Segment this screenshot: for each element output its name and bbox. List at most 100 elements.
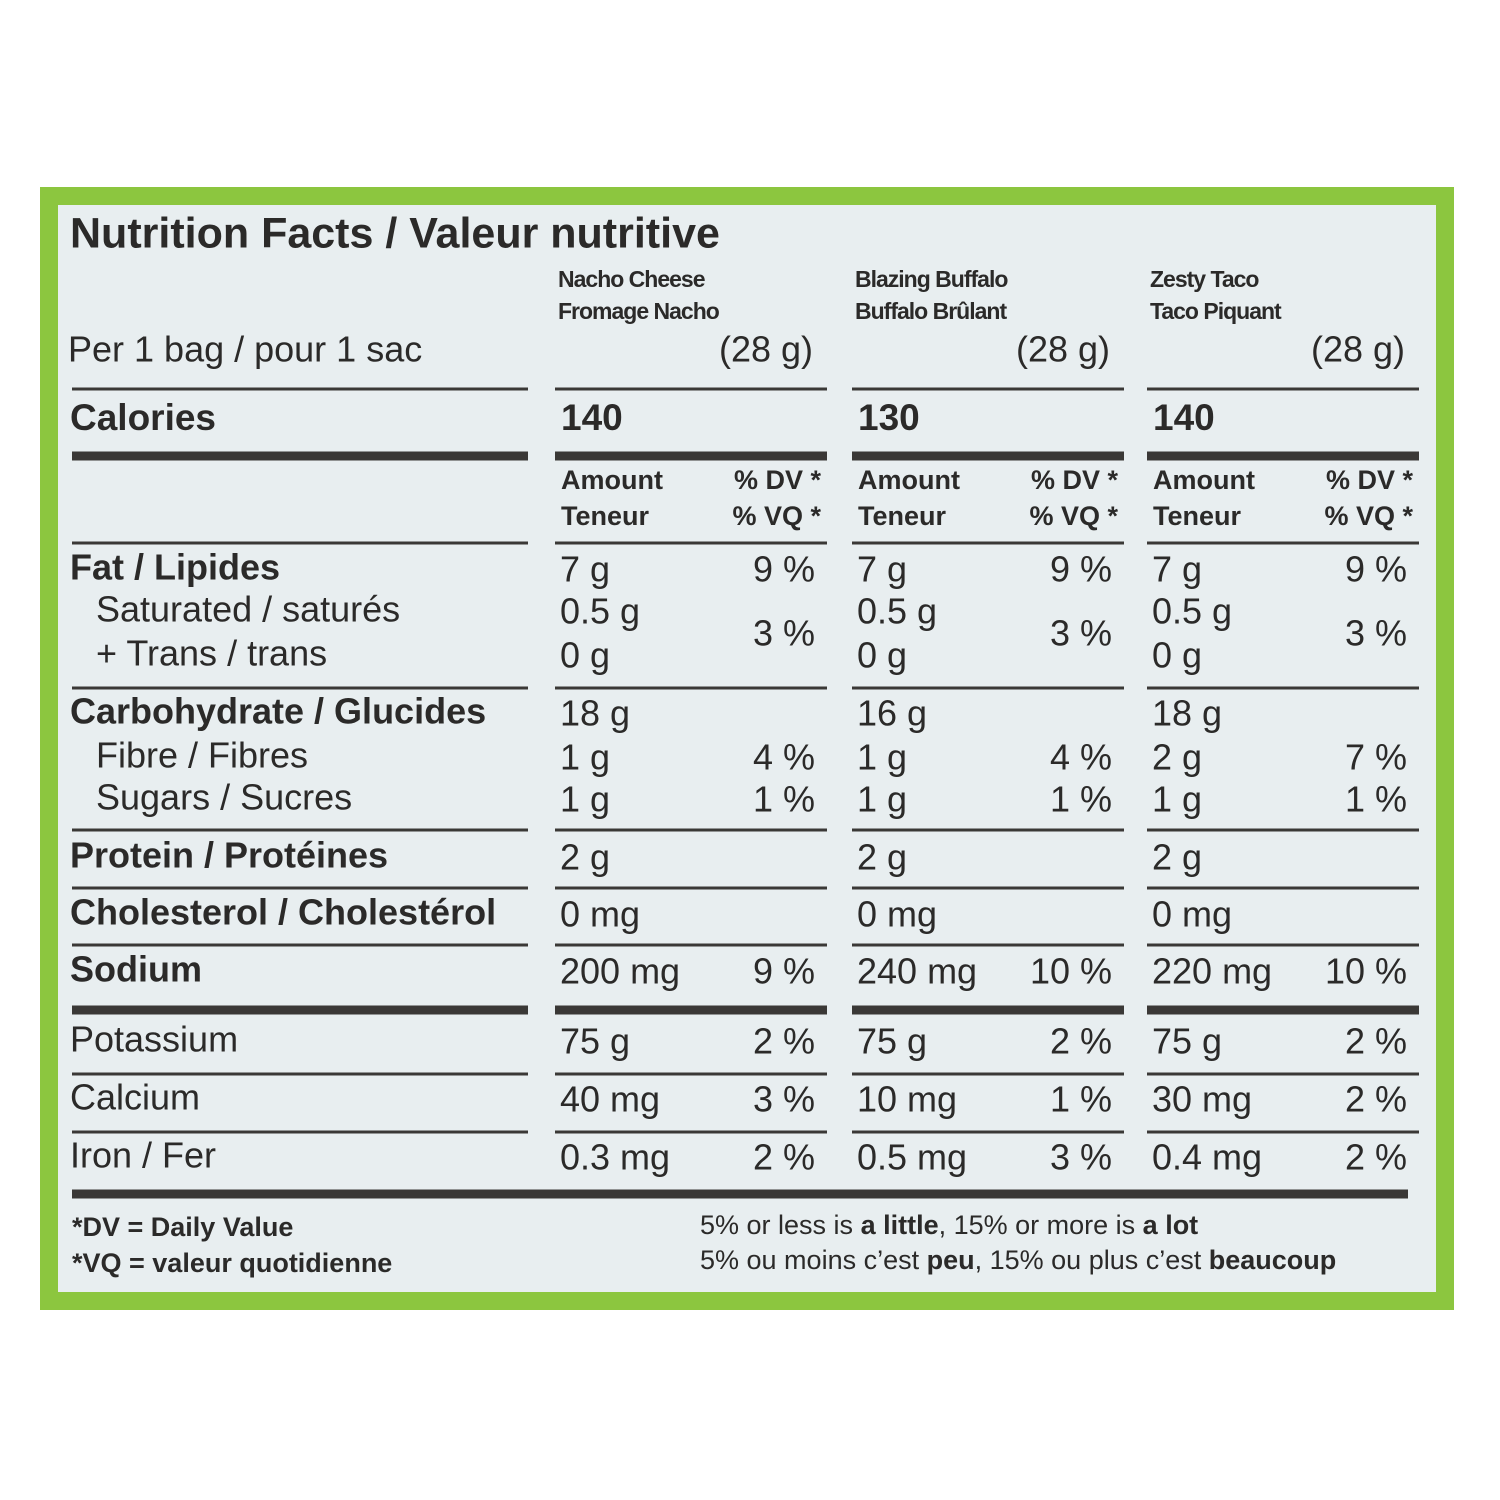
rule <box>1147 1005 1419 1015</box>
footnote-part: a little <box>861 1210 939 1240</box>
rule <box>1147 686 1419 690</box>
nutrient-label: Protein / Protéines <box>70 835 388 876</box>
rule <box>852 1005 1124 1015</box>
product-name: Taco Piquant <box>1150 298 1282 324</box>
daily-value: 4 % <box>1050 737 1112 778</box>
amount: 0 mg <box>560 894 640 935</box>
amount: 2 g <box>1152 737 1202 778</box>
column-header: Teneur <box>561 501 650 531</box>
title: Nutrition Facts / Valeur nutritive <box>70 209 720 257</box>
amount: 0 mg <box>857 894 937 935</box>
rule <box>72 886 528 890</box>
amount: 40 mg <box>560 1079 660 1120</box>
daily-value: 1 % <box>753 779 815 820</box>
rule <box>555 387 827 391</box>
rule <box>1147 886 1419 890</box>
daily-value: 2 % <box>1345 1137 1407 1178</box>
daily-value: 2 % <box>753 1021 815 1062</box>
daily-value: 9 % <box>1050 549 1112 590</box>
footnote-part: , 15% ou plus c’est <box>975 1245 1209 1275</box>
rule <box>852 541 1124 545</box>
footnote-part: a lot <box>1143 1210 1199 1240</box>
rule <box>72 828 528 832</box>
serving: Per 1 bag / pour 1 sac <box>68 329 422 370</box>
amount: 0 g <box>560 635 610 676</box>
amount: 30 mg <box>1152 1079 1252 1120</box>
rule <box>555 1130 827 1134</box>
rule <box>555 686 827 690</box>
rule <box>852 451 1124 461</box>
rule <box>555 943 827 947</box>
daily-value: 3 % <box>753 613 815 654</box>
amount: 18 g <box>1152 693 1222 734</box>
amount: 1 g <box>560 737 610 778</box>
column-header: Amount <box>858 465 960 495</box>
footnote: *VQ = valeur quotidienne <box>72 1248 392 1278</box>
calories: 140 <box>561 397 623 438</box>
amount: 220 mg <box>1152 951 1272 992</box>
daily-value: 9 % <box>753 951 815 992</box>
rule <box>852 686 1124 690</box>
rule <box>72 541 528 545</box>
rule <box>1147 1130 1419 1134</box>
column-header: Teneur <box>1153 501 1242 531</box>
footnote: 5% ou moins c’est peu, 15% ou plus c’est… <box>700 1245 1336 1275</box>
amount: 16 g <box>857 693 927 734</box>
amount: 0 mg <box>1152 894 1232 935</box>
rule <box>555 451 827 461</box>
amount: 1 g <box>857 779 907 820</box>
rule <box>72 1189 1408 1199</box>
amount: 75 g <box>1152 1021 1222 1062</box>
footnote-part: , 15% or more is <box>939 1210 1143 1240</box>
daily-value: 2 % <box>1345 1079 1407 1120</box>
serving-size: (28 g) <box>719 329 813 370</box>
rule <box>852 828 1124 832</box>
amount: 240 mg <box>857 951 977 992</box>
column-header: % VQ * <box>732 501 821 531</box>
product-name: Nacho Cheese <box>558 266 705 292</box>
rule <box>72 387 528 391</box>
serving-size: (28 g) <box>1016 329 1110 370</box>
rule <box>555 541 827 545</box>
footnote-part: peu <box>927 1245 975 1275</box>
rule <box>852 387 1124 391</box>
amount: 7 g <box>560 549 610 590</box>
daily-value: 2 % <box>753 1137 815 1178</box>
daily-value: 3 % <box>753 1079 815 1120</box>
rule <box>555 886 827 890</box>
daily-value: 4 % <box>753 737 815 778</box>
panel <box>58 205 1436 1292</box>
daily-value: 2 % <box>1345 1021 1407 1062</box>
nutrient-label: Carbohydrate / Glucides <box>70 691 486 732</box>
amount: 7 g <box>1152 549 1202 590</box>
amount: 0.5 g <box>560 591 640 632</box>
amount: 0.5 g <box>857 591 937 632</box>
daily-value: 7 % <box>1345 737 1407 778</box>
amount: 0 g <box>1152 635 1202 676</box>
calories: 140 <box>1153 397 1215 438</box>
amount: 2 g <box>857 837 907 878</box>
amount: 0.3 mg <box>560 1137 670 1178</box>
rule <box>72 451 528 461</box>
amount: 0.5 mg <box>857 1137 967 1178</box>
amount: 0.4 mg <box>1152 1137 1262 1178</box>
daily-value: 1 % <box>1050 1079 1112 1120</box>
amount: 75 g <box>560 1021 630 1062</box>
column-header: Amount <box>1153 465 1255 495</box>
amount: 0 g <box>857 635 907 676</box>
daily-value: 3 % <box>1345 613 1407 654</box>
nutrient-label: Fibre / Fibres <box>96 735 308 776</box>
rule <box>72 1130 528 1134</box>
rule <box>72 1072 528 1076</box>
footnote-part: beaucoup <box>1209 1245 1337 1275</box>
column-header: % DV * <box>734 465 822 495</box>
product-name: Fromage Nacho <box>558 298 720 324</box>
footnote: 5% or less is a little, 15% or more is a… <box>700 1210 1198 1240</box>
footnote: *DV = Daily Value <box>72 1212 293 1242</box>
column-header: Amount <box>561 465 663 495</box>
footnote-part: 5% ou moins c’est <box>700 1245 927 1275</box>
amount: 10 mg <box>857 1079 957 1120</box>
column-header: % DV * <box>1326 465 1414 495</box>
column-header: % VQ * <box>1029 501 1118 531</box>
daily-value: 2 % <box>1050 1021 1112 1062</box>
